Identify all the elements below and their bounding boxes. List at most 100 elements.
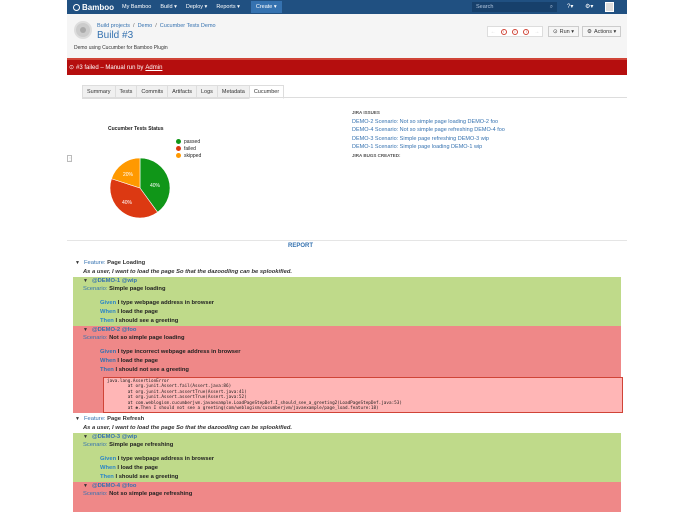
jira-issue-link[interactable]: DEMO-2 Scenario: Not so simple page load… xyxy=(352,118,499,125)
bamboo-logo-icon xyxy=(73,3,80,11)
run-button[interactable]: ⊙ Run ▾ xyxy=(548,26,579,37)
scenario-name: Simple page loading xyxy=(109,286,166,292)
previous-build-arrow-icon[interactable]: ← xyxy=(490,28,496,35)
breadcrumb: Build projects / Demo / Cucumber Tests Demo xyxy=(97,23,216,29)
step-list: Given I type webpage address in browser … xyxy=(73,450,621,482)
next-build-arrow-icon[interactable]: → xyxy=(534,28,540,35)
bamboo-logo[interactable]: Bamboo xyxy=(73,3,114,12)
scenario-tags[interactable]: ▼ @DEMO-4 @foo xyxy=(73,482,621,490)
pie-slice-passed xyxy=(139,157,171,213)
help-icon[interactable]: ?▾ xyxy=(567,4,574,10)
nav-my-bamboo[interactable]: My Bamboo xyxy=(122,4,152,10)
failed-build-icon[interactable]: ! xyxy=(500,28,507,35)
stack-trace: java.lang.AssertionError at org.junit.As… xyxy=(103,377,623,414)
jira-issue-link[interactable]: DEMO-4 Scenario: Not so simple page refr… xyxy=(352,127,505,133)
feature-header[interactable]: ▼ Feature: Page Refresh xyxy=(73,415,621,424)
collapse-triangle-icon[interactable]: ▼ xyxy=(83,327,88,333)
legend-item-passed: passed xyxy=(176,138,201,145)
jira-issue-link[interactable]: DEMO-3 Scenario: Simple page refreshing … xyxy=(352,135,489,142)
step: Given I type incorrect webpage address i… xyxy=(100,348,621,357)
pie-slice-skipped xyxy=(111,157,141,189)
scenario-block: ▼ @DEMO-2 @foo Scenario: Not so simple pa… xyxy=(73,326,623,414)
scenario-name: Simple page refreshing xyxy=(109,442,174,449)
step: Given I type webpage address in browser xyxy=(100,455,621,464)
jira-issue-link[interactable]: DEMO-1 Scenario: Simple page loading DEM… xyxy=(352,144,483,150)
feature-name: Page Loading xyxy=(107,260,146,266)
cucumber-report: ▼ Feature: Page Loading As a user, I want… xyxy=(73,259,623,512)
tab-logs[interactable]: Logs xyxy=(195,85,217,99)
collapse-triangle-icon[interactable]: ▼ xyxy=(75,260,80,266)
step-keyword: When xyxy=(100,309,116,315)
tab-metadata[interactable]: Metadata xyxy=(216,85,249,99)
step-list: Given I type incorrect webpage address i… xyxy=(73,343,621,375)
skipped-dot-icon xyxy=(176,153,181,158)
actions-button[interactable]: ⚙ Actions ▾ xyxy=(582,26,622,37)
banner-text: #3 failed – Manual run by xyxy=(76,64,144,71)
search-input[interactable]: Search ⌕ xyxy=(472,2,557,12)
scenario-keyword: Scenario: xyxy=(83,335,108,341)
step: When I load the page xyxy=(100,308,621,317)
gear-icon: ⚙ xyxy=(587,28,592,35)
nav-reports-menu[interactable]: Reports ▾ xyxy=(216,4,240,10)
user-avatar[interactable] xyxy=(605,2,614,12)
scenario-tags[interactable]: ▼ @DEMO-2 @foo xyxy=(73,326,621,334)
step-keyword: Then xyxy=(100,474,114,481)
tab-commits[interactable]: Commits xyxy=(136,85,168,99)
tab-summary[interactable]: Summary xyxy=(82,85,115,99)
failed-build-icon[interactable]: ! xyxy=(523,28,530,35)
scenario-title: Scenario: Simple page refreshing xyxy=(73,441,621,450)
step-keyword: Given xyxy=(100,349,117,355)
legend-item-skipped: skipped xyxy=(176,152,201,159)
scenario-keyword: Scenario: xyxy=(83,442,108,449)
pie-label-skipped: 20% xyxy=(123,172,134,178)
step: Then I should see a greeting xyxy=(100,473,621,482)
step-keyword: Given xyxy=(100,456,117,463)
scenario-block: ▼ @DEMO-3 @wip Scenario: Simple page refr… xyxy=(73,433,621,483)
report-title: REPORT xyxy=(288,243,314,249)
step-keyword: Then xyxy=(100,318,114,324)
gear-icon[interactable]: ⚙▾ xyxy=(585,4,594,10)
step-text: I should see a greeting xyxy=(115,318,179,324)
legend-item-failed: failed xyxy=(176,145,201,152)
breadcrumb-cucumber-tests-demo[interactable]: Cucumber Tests Demo xyxy=(159,23,216,29)
sidebar-collapse-handle[interactable]: ⋮ xyxy=(67,155,72,162)
collapse-triangle-icon[interactable]: ▼ xyxy=(83,483,88,490)
search-placeholder: Search xyxy=(476,4,494,10)
tab-cucumber[interactable]: Cucumber xyxy=(248,85,285,99)
scenario-name: Not so simple page refreshing xyxy=(109,491,193,498)
passed-dot-icon xyxy=(176,139,181,144)
step: When I load the page xyxy=(100,357,621,366)
scenario-tags[interactable]: ▼ @DEMO-3 @wip xyxy=(73,433,621,441)
collapse-triangle-icon[interactable]: ▼ xyxy=(83,434,88,441)
feature-narrative: As a user, I want to load the page So th… xyxy=(83,425,293,432)
collapse-triangle-icon[interactable]: ▼ xyxy=(83,278,88,284)
feature-keyword: Feature: xyxy=(83,416,106,423)
step-text: I type incorrect webpage address in brow… xyxy=(117,349,241,355)
build-tabs: Summary Tests Commits Artifacts Logs Met… xyxy=(82,85,285,99)
failed-build-icon[interactable]: ! xyxy=(511,28,518,35)
breadcrumb-build-projects[interactable]: Build projects xyxy=(97,23,131,29)
admin-user-link[interactable]: Admin xyxy=(145,64,163,71)
logo-text: Bamboo xyxy=(82,2,114,12)
tab-artifacts[interactable]: Artifacts xyxy=(167,85,196,99)
build-plan-icon xyxy=(74,21,92,39)
nav-deploy-menu[interactable]: Deploy ▾ xyxy=(185,4,208,10)
scenario-tags[interactable]: ▼ @DEMO-1 @wip xyxy=(73,277,621,285)
page-title: Build #3 xyxy=(97,30,134,41)
collapse-triangle-icon[interactable]: ▼ xyxy=(75,416,80,423)
step-keyword: When xyxy=(100,358,116,364)
create-button[interactable]: Create ▾ xyxy=(250,1,282,13)
step-text: I type webpage address in browser xyxy=(117,300,215,306)
breadcrumb-demo[interactable]: Demo xyxy=(137,23,153,29)
divider xyxy=(67,240,627,241)
step-text: I should see a greeting xyxy=(115,474,179,481)
pie-slice-failed xyxy=(109,178,159,219)
tab-divider xyxy=(82,97,627,98)
scenario-title: Scenario: Simple page loading xyxy=(73,285,621,294)
run-label: Run ▾ xyxy=(559,28,574,35)
search-icon: ⌕ xyxy=(549,4,553,10)
tab-tests[interactable]: Tests xyxy=(114,85,137,99)
nav-build-menu[interactable]: Build ▾ xyxy=(160,4,177,10)
feature-header[interactable]: ▼ Feature: Page Loading xyxy=(73,259,621,268)
build-history-navigator: ← ! ! ! → xyxy=(487,26,543,37)
